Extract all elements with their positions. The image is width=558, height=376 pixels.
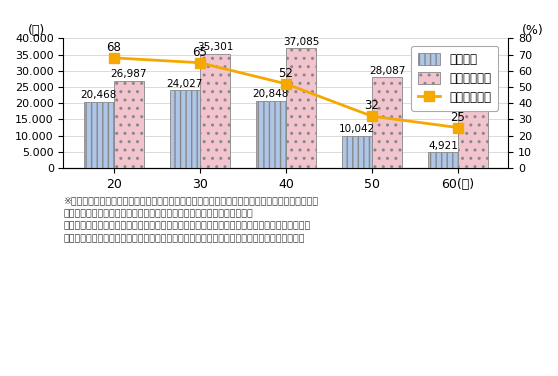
Bar (286, 48, 316, 168)
Bar (428, 152, 458, 168)
Text: 65: 65 (193, 45, 208, 59)
Bar (170, 90, 200, 168)
Text: 68: 68 (107, 41, 121, 54)
Text: 35,301: 35,301 (197, 42, 233, 52)
Text: 4,921: 4,921 (428, 141, 458, 151)
Text: 28,087: 28,087 (369, 66, 405, 76)
Bar (200, 54, 230, 168)
Text: 20,468: 20,468 (80, 91, 117, 100)
Text: 20,848: 20,848 (253, 89, 289, 99)
Text: 18,700: 18,700 (455, 96, 491, 106)
Text: 37,085: 37,085 (283, 36, 319, 47)
Text: 52: 52 (278, 67, 294, 80)
Text: (%): (%) (522, 24, 544, 37)
Text: 26,987: 26,987 (110, 69, 147, 79)
Text: ※全体平均は、調査対象者を分母とし、消費金額を各媒体による情報収集のうちスマホの占める割
合で投分したもの。（スマホによる情報収集の割合が０の者も含め算出）
利: ※全体平均は、調査対象者を分母とし、消費金額を各媒体による情報収集のうちスマホの… (64, 197, 319, 243)
Bar (256, 100, 286, 168)
Text: 25: 25 (451, 111, 465, 123)
Legend: 全体平均, 利用者の平均, 利用者の割合: 全体平均, 利用者の平均, 利用者の割合 (411, 45, 498, 111)
Text: 24,027: 24,027 (167, 79, 203, 89)
Bar (114, 80, 144, 168)
Bar (342, 135, 372, 168)
Text: (円): (円) (28, 24, 45, 37)
Bar (372, 77, 402, 168)
Text: 10,042: 10,042 (339, 124, 375, 134)
Bar (458, 108, 488, 168)
Text: 32: 32 (364, 99, 379, 112)
Bar (84, 102, 114, 168)
